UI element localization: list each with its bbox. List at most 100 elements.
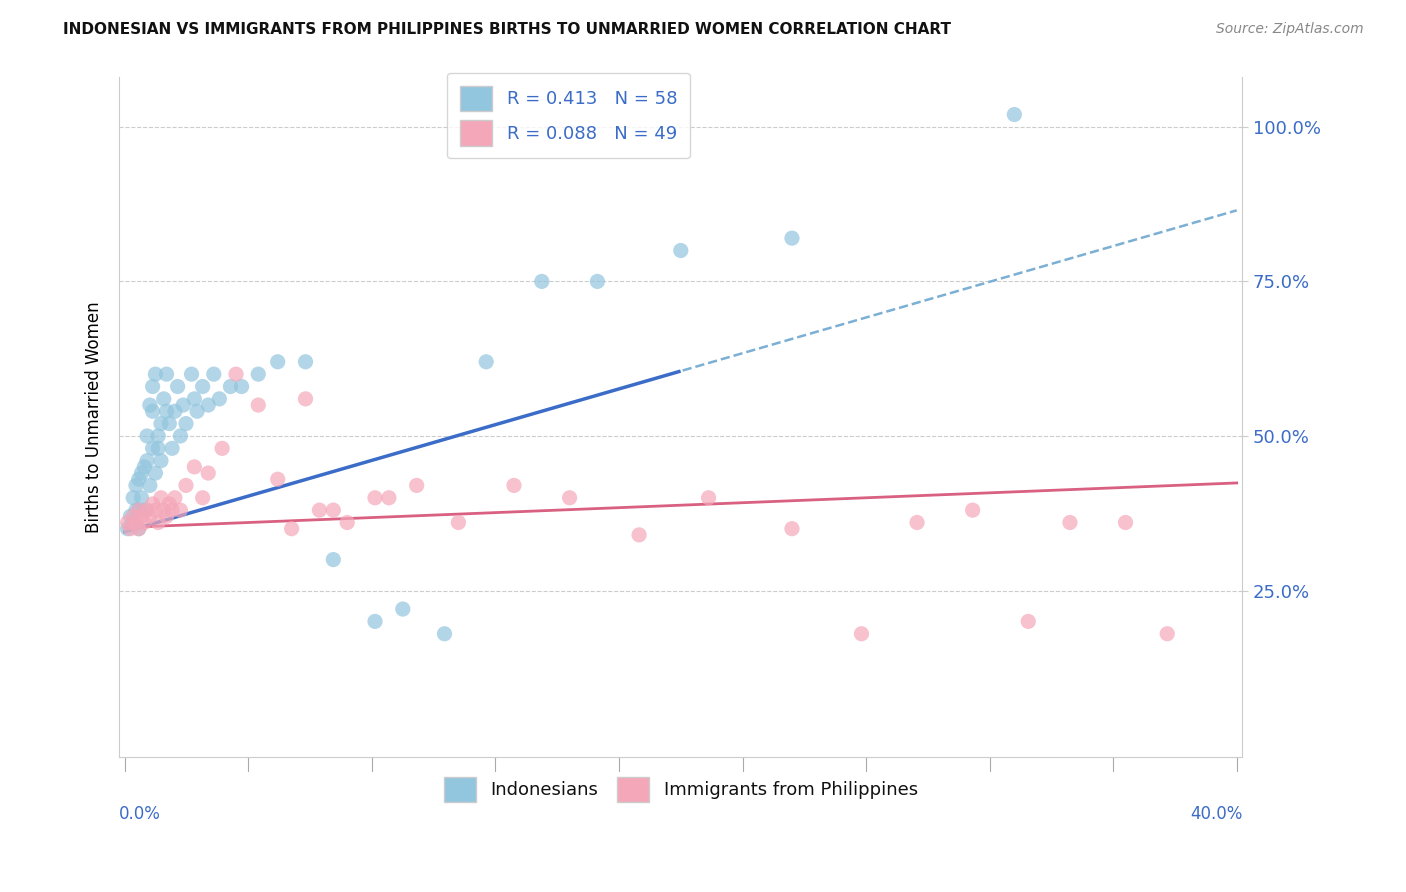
Text: 0.0%: 0.0% — [120, 805, 162, 823]
Point — [152, 503, 174, 517]
Point — [149, 417, 172, 431]
Point — [128, 522, 150, 536]
Point — [149, 453, 172, 467]
Point — [125, 516, 148, 530]
Point — [364, 491, 387, 505]
Point — [280, 522, 302, 536]
Point — [120, 509, 142, 524]
Point — [157, 497, 180, 511]
Point — [117, 522, 139, 536]
Point — [128, 503, 150, 517]
Point — [962, 503, 984, 517]
Point — [157, 417, 180, 431]
Point — [183, 459, 205, 474]
Point — [160, 442, 183, 456]
Point — [128, 472, 150, 486]
Point — [475, 355, 498, 369]
Point — [148, 429, 170, 443]
Point — [780, 231, 803, 245]
Point — [136, 429, 159, 443]
Point — [231, 379, 253, 393]
Point — [163, 491, 186, 505]
Point — [131, 509, 153, 524]
Point — [247, 398, 270, 412]
Point — [125, 478, 148, 492]
Point — [447, 516, 470, 530]
Point — [225, 367, 247, 381]
Point — [1017, 615, 1039, 629]
Point — [322, 552, 344, 566]
Point — [364, 615, 387, 629]
Point — [186, 404, 208, 418]
Point — [530, 275, 553, 289]
Point — [149, 491, 172, 505]
Point — [1002, 107, 1025, 121]
Point — [202, 367, 225, 381]
Point — [142, 442, 165, 456]
Point — [558, 491, 581, 505]
Point — [405, 478, 427, 492]
Point — [122, 516, 145, 530]
Text: 40.0%: 40.0% — [1189, 805, 1243, 823]
Point — [148, 442, 170, 456]
Point — [139, 478, 162, 492]
Point — [136, 503, 159, 517]
Point — [139, 509, 162, 524]
Point — [191, 379, 214, 393]
Point — [267, 472, 290, 486]
Point — [142, 379, 165, 393]
Point — [128, 503, 150, 517]
Point — [134, 503, 156, 517]
Point — [183, 392, 205, 406]
Point — [166, 379, 188, 393]
Point — [851, 627, 873, 641]
Point — [145, 367, 167, 381]
Point — [294, 392, 316, 406]
Point — [247, 367, 270, 381]
Point — [669, 244, 692, 258]
Point — [1059, 516, 1081, 530]
Text: INDONESIAN VS IMMIGRANTS FROM PHILIPPINES BIRTHS TO UNMARRIED WOMEN CORRELATION : INDONESIAN VS IMMIGRANTS FROM PHILIPPINE… — [63, 22, 952, 37]
Point — [697, 491, 720, 505]
Point — [503, 478, 526, 492]
Point — [294, 355, 316, 369]
Point — [905, 516, 928, 530]
Point — [174, 478, 197, 492]
Point — [211, 442, 233, 456]
Point — [433, 627, 456, 641]
Point — [128, 522, 150, 536]
Point — [1156, 627, 1178, 641]
Point — [122, 491, 145, 505]
Point — [308, 503, 330, 517]
Point — [125, 503, 148, 517]
Point — [336, 516, 359, 530]
Point — [131, 466, 153, 480]
Point — [117, 516, 139, 530]
Point — [142, 497, 165, 511]
Point — [139, 398, 162, 412]
Point — [155, 404, 177, 418]
Point — [131, 491, 153, 505]
Point — [169, 503, 191, 517]
Point — [120, 522, 142, 536]
Point — [160, 503, 183, 517]
Point — [780, 522, 803, 536]
Point — [155, 509, 177, 524]
Point — [197, 398, 219, 412]
Point — [163, 404, 186, 418]
Point — [378, 491, 401, 505]
Point — [155, 367, 177, 381]
Point — [134, 516, 156, 530]
Text: Source: ZipAtlas.com: Source: ZipAtlas.com — [1216, 22, 1364, 37]
Point — [180, 367, 202, 381]
Point — [208, 392, 231, 406]
Point — [586, 275, 609, 289]
Point — [322, 503, 344, 517]
Point — [267, 355, 290, 369]
Point — [191, 491, 214, 505]
Y-axis label: Births to Unmarried Women: Births to Unmarried Women — [86, 301, 103, 533]
Point — [169, 429, 191, 443]
Point — [134, 459, 156, 474]
Point — [145, 503, 167, 517]
Point — [219, 379, 242, 393]
